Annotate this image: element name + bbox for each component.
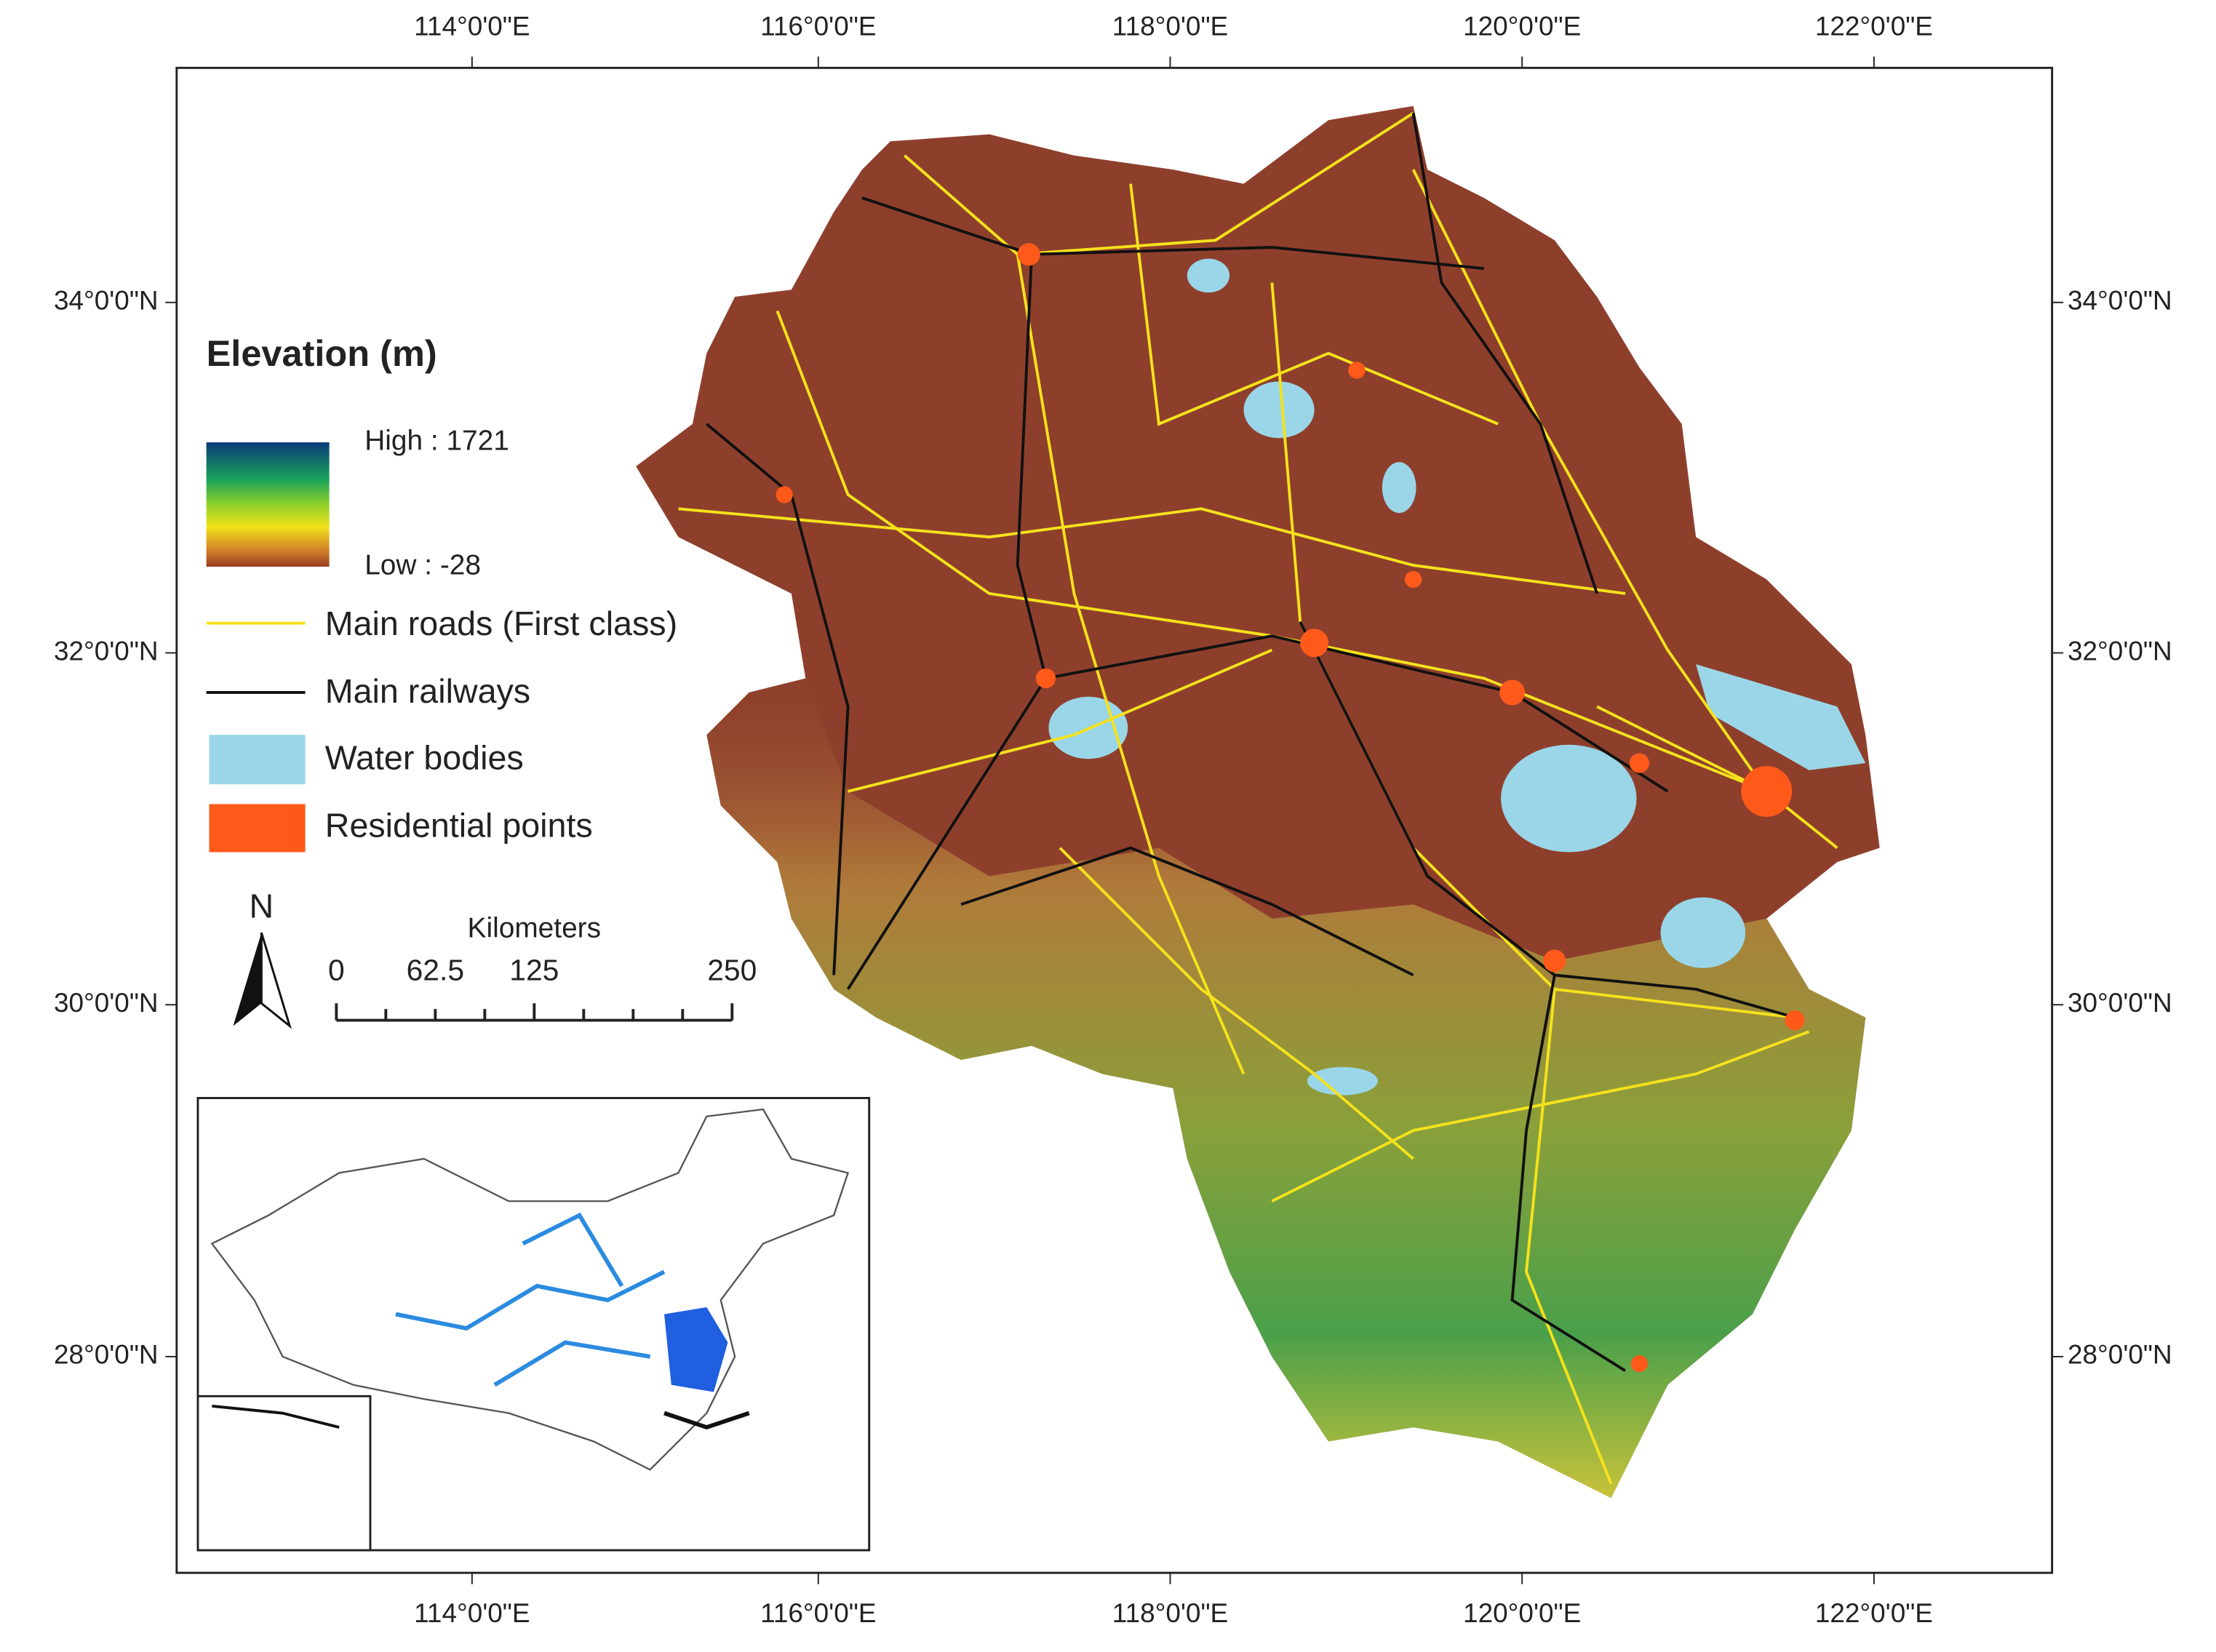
railways: [706, 113, 1795, 1373]
map-frame: [175, 66, 2054, 1574]
legend-label: Main roads (First class): [325, 604, 677, 642]
north-arrow-right: [260, 932, 292, 1029]
legend-label: Main railways: [325, 672, 530, 710]
elevation-high: High : 1721: [364, 425, 509, 456]
residential-points: [776, 243, 1805, 1373]
latitude-label: 28°0'0"N: [2068, 1340, 2172, 1370]
legend-swatch-residential: [209, 804, 306, 853]
scale-label: 250: [707, 953, 757, 986]
scale-label: 62.5: [407, 953, 464, 986]
elevation-low: Low : -28: [364, 549, 481, 580]
legend-label: Water bodies: [325, 738, 524, 776]
scale-title: Kilometers: [468, 913, 601, 944]
legend-swatch-water: [209, 735, 306, 785]
longitude-label: 118°0'0"E: [1112, 12, 1228, 41]
highlands: [706, 678, 1866, 1499]
latitude-label: 28°0'0"N: [54, 1340, 159, 1370]
roads: [678, 111, 1838, 1485]
legend-label: Residential points: [325, 807, 593, 845]
longitude-label: 122°0'0"E: [1815, 12, 1933, 41]
latitude-label: 34°0'0"N: [54, 286, 159, 316]
latitude-label: 30°0'0"N: [54, 988, 159, 1018]
longitude-label: 116°0'0"E: [760, 1598, 876, 1628]
longitude-label: 122°0'0"E: [1815, 1598, 1933, 1628]
latitude-label: 32°0'0"N: [2068, 636, 2172, 666]
longitude-label: 114°0'0"E: [414, 1598, 530, 1628]
longitude-label: 116°0'0"E: [760, 12, 876, 41]
scale-label: 125: [509, 953, 559, 986]
scale-label: 0: [328, 953, 345, 986]
elevation-ramp: [206, 442, 330, 567]
coordinate-labels: 114°0'0"E 114°0'0"E 116°0'0"E 116°0'0"E 118°…: [54, 12, 2172, 1629]
study-area: [636, 105, 1880, 1499]
latitude-label: 32°0'0"N: [54, 636, 159, 666]
water-bodies: [1048, 258, 1866, 1096]
latitude-label: 30°0'0"N: [2068, 988, 2172, 1018]
longitude-label: 118°0'0"E: [1112, 1598, 1228, 1628]
latitude-label: 34°0'0"N: [2068, 286, 2172, 316]
longitude-label: 120°0'0"E: [1463, 1598, 1581, 1628]
scale-bar: 0 62.5 125 250: [328, 953, 757, 1022]
longitude-label: 114°0'0"E: [414, 12, 530, 41]
legend-title: Elevation (m): [207, 332, 437, 374]
longitude-label: 120°0'0"E: [1463, 12, 1581, 41]
inset-map: [196, 1096, 871, 1552]
north-label: N: [250, 887, 274, 925]
